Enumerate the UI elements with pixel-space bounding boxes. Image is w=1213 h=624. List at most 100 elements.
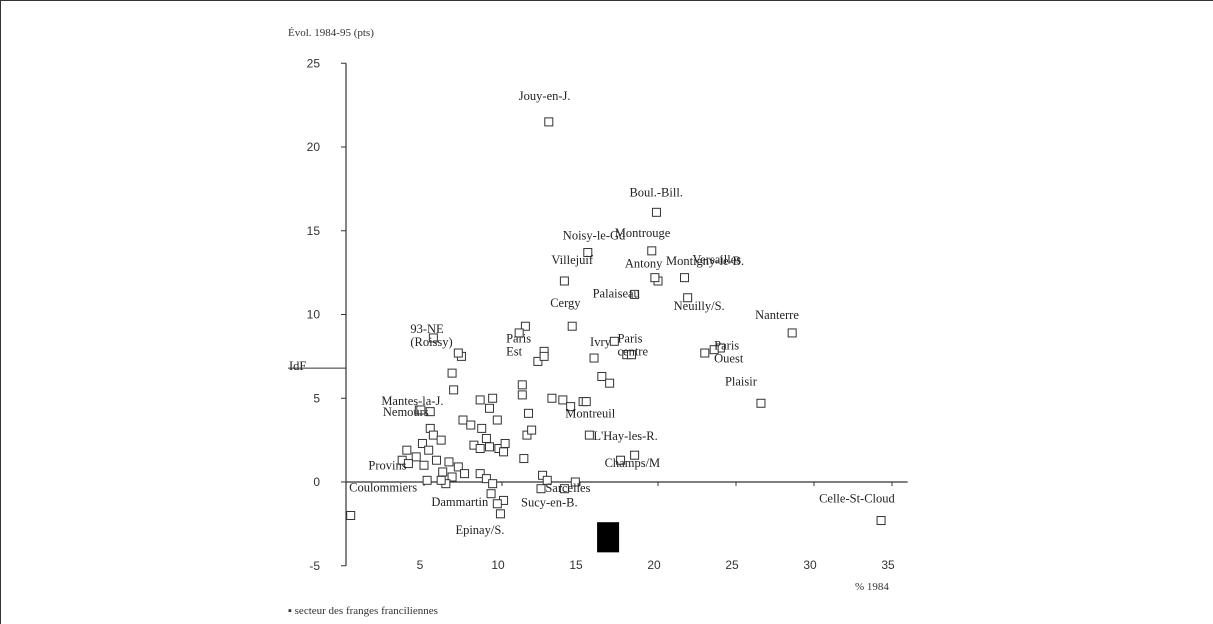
x-tick-label: 30	[803, 558, 817, 572]
x-tick-label: 20	[647, 558, 661, 572]
x-tick-label: 35	[881, 558, 895, 572]
point-label: Dammartin	[431, 495, 489, 509]
scatter-point-labeled	[626, 350, 636, 360]
point-label: Coulommiers	[349, 480, 417, 494]
scatter-point	[428, 430, 438, 440]
point-label: Jouy-en-J.	[519, 89, 571, 103]
scatter-point-labeled	[536, 484, 546, 494]
scatter-point-labeled	[650, 273, 660, 283]
x-tick-label: 15	[569, 558, 583, 572]
x-axis-title: % 1984	[855, 581, 889, 593]
scatter-point	[447, 472, 457, 482]
y-tick-label: 10	[307, 308, 321, 322]
point-labels: Jouy-en-J. Boul.-Bill. MontrougeNoisy-le-G…	[349, 89, 895, 537]
scatter-point	[444, 457, 454, 467]
scatter-point	[517, 380, 527, 390]
scatter-point	[466, 420, 476, 430]
point-label: 93-NE (Roissy)	[410, 322, 452, 349]
point-label: Antony	[625, 257, 663, 271]
scatter-point	[524, 408, 534, 418]
y-tick-label: 20	[307, 140, 321, 154]
scatter-point	[477, 423, 487, 433]
scatter-point	[517, 390, 527, 400]
scatter-point-labeled	[876, 516, 886, 526]
scatter-point	[522, 430, 532, 440]
point-label: Versailles	[693, 253, 742, 267]
scatter-point	[447, 368, 457, 378]
scatter-point-labeled	[581, 397, 591, 407]
scatter-point	[402, 445, 412, 455]
point-label: L'Hay-les-R.	[593, 429, 657, 443]
scatter-point	[436, 435, 446, 445]
point-label: Paris Ouest	[714, 339, 744, 366]
scatter-point	[558, 395, 568, 405]
y-tick-label: -5	[309, 559, 320, 573]
point-label: Noisy-le-Gd	[563, 229, 626, 243]
scatter-point	[559, 484, 569, 494]
x-tick-label: 5	[417, 558, 424, 572]
point-label: Paris Est	[506, 331, 531, 358]
point-label: Mantes-la-J.	[381, 394, 443, 408]
idf-label: IdF	[289, 359, 306, 373]
scatter-point	[520, 321, 530, 331]
scatter-point	[436, 475, 446, 485]
scatter-point	[481, 433, 491, 443]
scatter-point	[616, 455, 626, 465]
scatter-point-labeled	[709, 345, 719, 355]
point-label: Cergy	[550, 296, 581, 310]
point-label: Boul.-Bill.	[629, 185, 682, 199]
scatter-point-labeled	[583, 248, 593, 258]
scatter-point-labeled	[539, 351, 549, 361]
scatter-point-labeled	[630, 450, 640, 460]
point-label: Villejuif	[551, 253, 593, 267]
scatter-point-labeled	[651, 207, 661, 217]
x-tick-label: 10	[491, 558, 505, 572]
point-label: Nemours	[383, 405, 429, 419]
scatter-point-labeled	[756, 398, 766, 408]
point-label: Ivry	[590, 335, 612, 349]
point-label: Celle-St-Cloud	[819, 492, 895, 506]
point-label: Sucy-en-B.	[521, 496, 578, 510]
frame-left-border	[0, 0, 1, 624]
point-label: Montreuil	[565, 407, 616, 421]
scatter-point	[424, 445, 434, 455]
scatter-point	[547, 393, 557, 403]
scatter-point	[485, 442, 495, 452]
scatter-point	[481, 474, 491, 484]
scatter-point	[519, 454, 529, 464]
scatter-point	[475, 469, 485, 479]
frame-top-border	[0, 0, 1213, 1]
y-tick-label: 5	[313, 391, 320, 405]
scatter-point-labeled	[559, 276, 569, 286]
scatter-point	[449, 385, 459, 395]
scatter-point	[500, 438, 510, 448]
y-axis-title: Évol. 1984-95 (pts)	[288, 27, 374, 39]
scatter-point	[488, 393, 498, 403]
scatter-point	[417, 438, 427, 448]
point-label: Nanterre	[755, 308, 799, 322]
frame-corner-tick	[0, 0, 7, 7]
point-label: Montigny-le-B.	[666, 254, 744, 268]
scatter-point	[486, 489, 496, 499]
scatter-point	[514, 328, 524, 338]
scatter-point-labeled	[570, 477, 580, 487]
y-ticks: -5 0 5 10 15 20 25	[307, 56, 346, 573]
scatter-point	[609, 336, 619, 346]
scatter-point-labeled	[495, 509, 505, 519]
scatter-point-labeled	[787, 328, 797, 338]
scatter-point	[499, 447, 509, 457]
point-label: Palaiseau	[593, 286, 641, 300]
scatter-point-labeled	[422, 475, 432, 485]
scatter-point-labeled	[416, 405, 426, 415]
scatter-point	[527, 425, 537, 435]
scatter-point	[605, 378, 615, 388]
point-label: Provins	[368, 459, 406, 473]
scatter-point	[492, 415, 502, 425]
scatter-point	[485, 403, 495, 413]
points	[346, 117, 886, 553]
scatter-point	[533, 356, 543, 366]
scatter-point	[428, 333, 438, 343]
y-tick-label: 25	[307, 56, 321, 70]
scatter-point	[438, 467, 448, 477]
